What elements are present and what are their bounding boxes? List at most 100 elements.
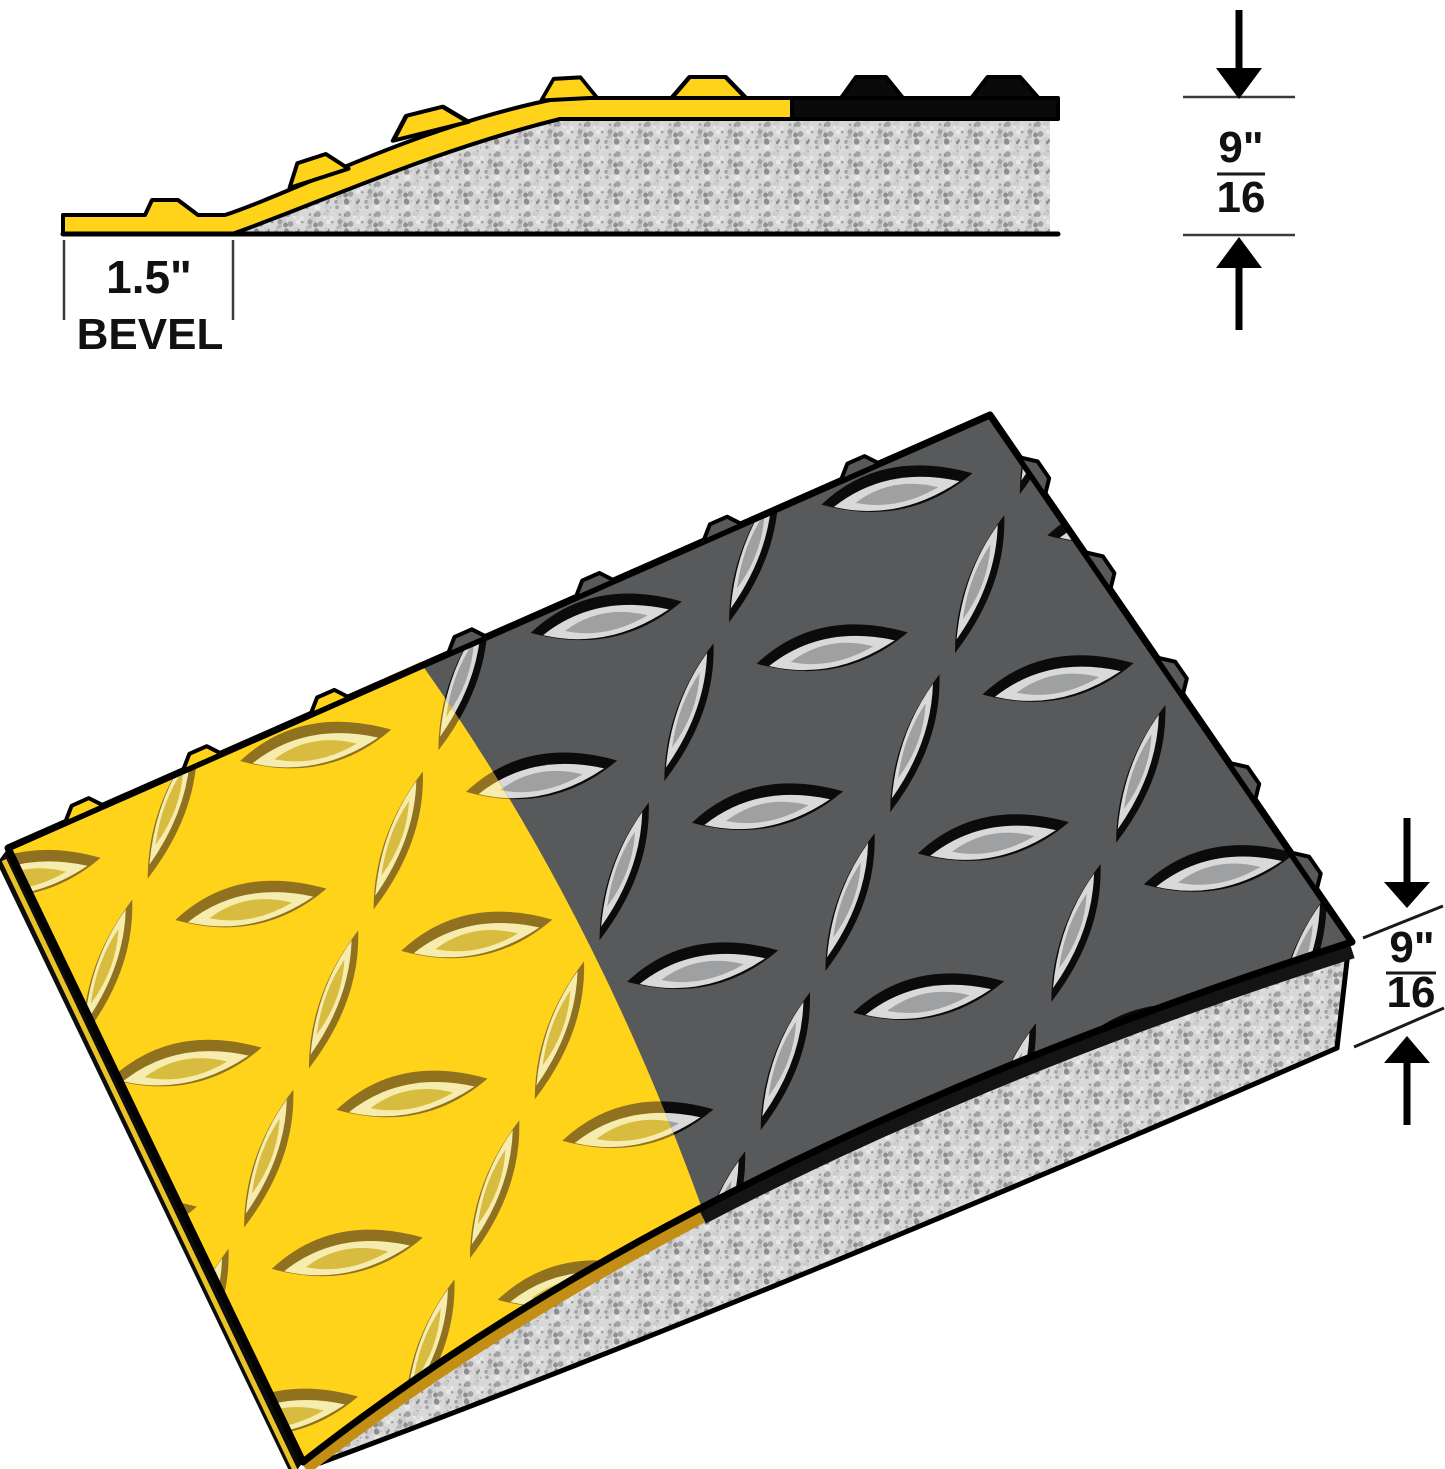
edge-bump — [180, 744, 224, 773]
cross-section-black-surface — [790, 96, 1060, 121]
tread-center — [564, 611, 648, 634]
diamond-tread-eye — [1205, 677, 1363, 741]
diamond-tread-leaf — [1051, 864, 1101, 1002]
tread-center — [1349, 765, 1352, 841]
tread-center — [412, 1308, 441, 1384]
edge-bump — [1288, 850, 1323, 893]
tread-center — [466, 1437, 550, 1460]
tread-center — [500, 770, 583, 793]
diamond-tread-eye — [1143, 845, 1295, 892]
diamond-tread-leaf — [954, 515, 1005, 654]
diamond-tread-eye — [691, 783, 844, 831]
diamond-tread-leaf — [1328, 732, 1407, 877]
tread-center — [756, 1305, 842, 1335]
diamond-tread-leaf — [0, 1214, 18, 1359]
tread-highlight — [1343, 745, 1352, 861]
tread-shadow — [18, 1058, 68, 1197]
tread-shadow — [429, 1411, 587, 1469]
diamond-tread-leaf — [1341, 735, 1352, 874]
diamond-tread-eye — [429, 1411, 587, 1469]
tread-center — [1022, 384, 1062, 462]
cross-section-tread-bumps — [287, 75, 1041, 190]
tread-center — [1081, 514, 1165, 536]
tread-center — [1123, 734, 1152, 810]
tread-center — [833, 862, 861, 938]
diamond-tread-eye — [336, 1070, 488, 1118]
tread-center — [381, 800, 410, 876]
tread-center — [672, 672, 700, 748]
tread-center — [15, 1376, 98, 1398]
tread-center — [736, 513, 765, 589]
tread-highlight — [1182, 555, 1224, 671]
tread-bump — [390, 104, 471, 143]
tread-center — [1016, 673, 1100, 695]
tread-center — [155, 769, 184, 845]
tread-shadow — [4, 1055, 83, 1200]
mat-thickness-numerator: 9" — [1389, 923, 1434, 972]
tread-shadow — [114, 1407, 164, 1462]
tread-center — [251, 1118, 280, 1194]
thickness-numerator: 9" — [1218, 123, 1263, 172]
tread-center — [756, 1305, 842, 1335]
diamond-tread-eye — [853, 973, 1005, 1020]
tread-center — [1059, 893, 1087, 969]
tread-shadow — [1205, 677, 1363, 741]
diamond-tread-leaf — [760, 992, 810, 1131]
tread-highlight — [10, 1066, 72, 1185]
tread-highlight — [0, 1014, 25, 1061]
tread-center — [0, 1023, 3, 1053]
edge-bump — [445, 627, 489, 656]
tread-center — [305, 1247, 389, 1270]
tread-highlight — [106, 1415, 168, 1469]
tread-center — [446, 641, 474, 717]
tread-center — [274, 740, 357, 762]
tread-center — [117, 1435, 157, 1469]
mat-left-edge-stripe — [1, 858, 298, 1469]
mat-extension-line-bottom — [1353, 1006, 1445, 1049]
diamond-tread-leaf — [599, 802, 649, 941]
tread-highlight — [0, 1363, 122, 1410]
tread-center — [887, 991, 970, 1013]
tread-center — [1241, 700, 1327, 730]
mat-extension-line-top — [1362, 904, 1444, 940]
tread-highlight — [0, 1225, 7, 1344]
mat-arrow-down-icon — [1384, 882, 1430, 908]
mat-foam-right-edge — [1334, 949, 1351, 1051]
edge-bump — [1082, 550, 1117, 592]
tread-shadow — [8, 1357, 133, 1405]
tread-highlight — [445, 1430, 571, 1462]
cross-section-foam-core — [232, 118, 1050, 234]
diamond-tread-eye — [821, 465, 973, 512]
tread-center — [25, 1087, 54, 1163]
tread-center — [768, 1021, 797, 1097]
tread-shadow — [100, 1404, 179, 1469]
diamond-tread-leaf — [308, 930, 359, 1069]
tread-center — [638, 1339, 667, 1415]
tread-center — [1242, 704, 1326, 726]
diamond-tread-eye — [271, 1229, 423, 1277]
diamond-tread-eye — [0, 1000, 39, 1064]
tread-center — [790, 642, 874, 665]
tread-center — [122, 1436, 150, 1462]
diamond-tread-leaf — [4, 1055, 83, 1200]
tread-shadow — [8, 1008, 36, 1056]
mat-thickness-dimension: 9" 16 — [1353, 818, 1445, 1125]
tread-center — [962, 544, 991, 620]
tread-bump — [839, 75, 905, 100]
tread-center — [596, 1119, 680, 1142]
tread-center — [542, 990, 571, 1066]
cross-section-view: 1.5" BEVEL 9" 16 — [60, 10, 1295, 359]
diamond-tread-leaf — [244, 1089, 294, 1228]
diamond-tread-leaf — [534, 961, 585, 1100]
tread-center — [79, 1217, 163, 1239]
thickness-arrow-down-icon — [1216, 68, 1262, 99]
diamond-tread-eye — [8, 1357, 133, 1405]
tread-shadow — [0, 1349, 136, 1413]
tread-center — [209, 899, 293, 921]
edge-bump — [308, 687, 352, 717]
cross-section-thickness-dimension: 9" 16 — [1183, 10, 1295, 330]
diamond-tread-leaf — [890, 674, 940, 813]
tread-bump — [539, 75, 599, 103]
tread-center — [0, 1023, 3, 1053]
